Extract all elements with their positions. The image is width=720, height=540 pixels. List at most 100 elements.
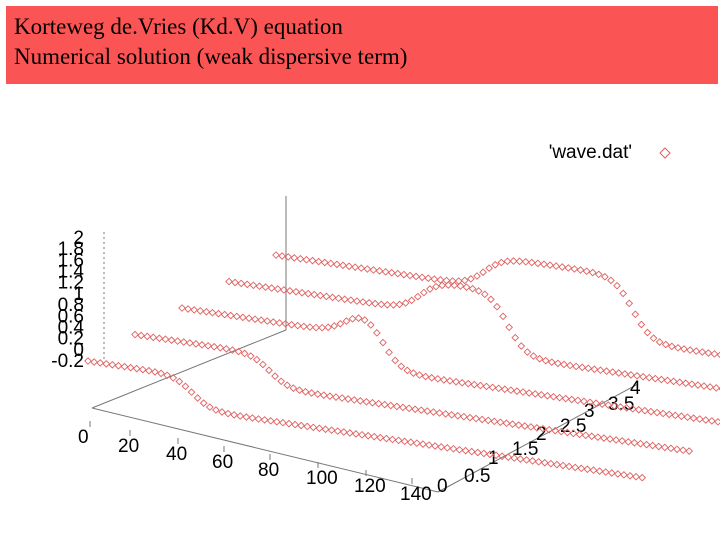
data-point [667,444,675,453]
data-point [302,255,311,264]
data-point [671,411,680,420]
data-point [237,279,246,288]
data-point [387,268,396,277]
data-point [426,285,434,293]
data-point [339,428,348,436]
data-point [374,399,383,408]
data-point [486,450,494,459]
data-point [231,278,239,287]
data-point [295,386,304,395]
data-point [364,431,372,440]
data-point [453,411,462,420]
data-point [707,417,716,425]
data-point [143,332,152,341]
data-point [669,377,678,386]
data-point [527,423,535,431]
data-point [354,314,363,322]
data-point [596,366,605,375]
data-point [610,402,619,410]
data-point [424,274,433,283]
data-point [255,282,264,291]
data-point [381,267,390,276]
data-point [184,305,192,313]
data-point [251,315,259,324]
data-point [411,405,419,414]
data-point [385,348,393,357]
data-point [193,394,202,402]
data-point [515,257,524,266]
data-point [595,467,604,475]
data-point [686,346,694,354]
slide-title-line2: Numerical solution (weak dispersive term… [14,44,408,69]
data-point [222,345,231,353]
data-point [448,277,457,285]
series-1 [131,330,694,455]
x-tick-label: 120 [354,476,386,497]
data-point [169,374,178,382]
z-tick-label: 1 [73,284,84,305]
data-point [472,414,480,423]
data-point [114,361,123,370]
data-point [447,410,456,419]
data-point [683,413,692,422]
data-point [357,264,366,272]
data-point [279,418,287,427]
data-point [236,412,245,420]
data-point [346,429,354,437]
z-tick-label: 0 [73,340,84,361]
data-point [239,313,247,322]
data-point [641,406,649,415]
data-point [393,402,401,411]
data-point [308,256,317,265]
data-point [601,272,609,281]
data-point [602,367,611,375]
data-point [291,420,299,429]
data-point [503,257,512,266]
data-point [592,399,600,408]
y-axis-back-line [91,329,287,409]
data-point [399,403,407,412]
data-point [537,391,546,399]
z-tick-label: -0.2 [51,351,84,372]
data-point [212,406,220,414]
data-point [340,295,349,304]
data-point [345,262,353,271]
data-point [438,281,446,290]
data-point [618,437,627,445]
data-point [642,440,651,449]
series [84,251,720,482]
data-point [546,261,554,269]
x-tick-label: 20 [118,436,139,457]
data-point [619,289,627,298]
data-point [649,334,658,343]
data-point [553,460,561,469]
data-point [613,281,621,290]
data-point [449,444,458,453]
data-point [560,360,568,369]
data-point [314,257,323,266]
x-tick-label: 100 [306,468,338,489]
data-point [480,449,488,458]
y-axis-line [437,383,639,493]
data-point [507,386,515,395]
data-point [704,349,713,357]
data-point [545,425,553,434]
data-point [467,274,475,283]
data-point [624,437,633,446]
data-point [490,417,499,426]
data-point [333,260,341,269]
data-point [435,409,444,417]
data-point [365,298,373,307]
z-tick-label: 1.8 [58,239,84,260]
data-point [539,424,547,433]
data-point [625,299,634,308]
data-point [547,358,556,366]
data-point [668,342,676,351]
data-point [509,257,518,265]
data-point [558,263,567,271]
data-point [273,285,282,293]
data-point [310,290,319,299]
data-point [645,373,654,382]
data-point [654,442,663,451]
data-point [96,359,105,367]
